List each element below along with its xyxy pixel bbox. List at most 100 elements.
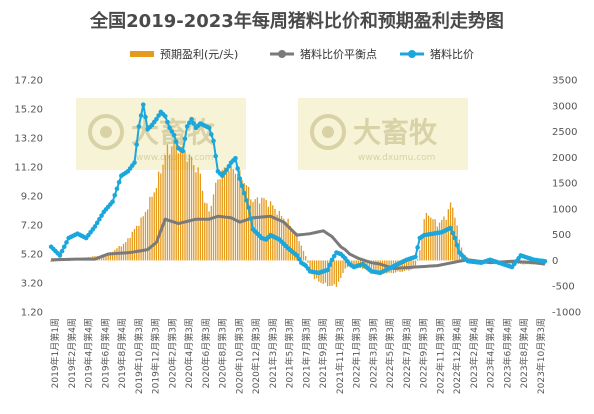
profit-bar [434,219,436,261]
x-tick-label: 2019年12月第3周 [150,318,162,394]
profit-bar [234,173,237,261]
profit-bar [416,259,419,261]
profit-bar [309,260,311,270]
x-tick-label: 2022年11月第3周 [434,318,446,394]
lines-layer [48,102,548,276]
profit-bar [188,154,191,261]
ratio-point [226,163,232,169]
profit-bar [399,260,401,272]
left-axis: 1.20 3.20 5.20 7.20 9.20 11.20 13.20 15.20 17.20 [14,76,43,319]
ratio-point [64,240,69,245]
profit-bar [289,225,291,261]
ratio-point [209,132,214,137]
right-tick-label: 0 [552,256,558,267]
ratio-point [296,256,302,262]
ratio-point [140,102,146,107]
profit-bar [133,228,136,261]
ratio-point [542,258,548,264]
profit-bar [316,260,318,279]
ratio-point [244,198,249,203]
profit-bar [291,228,294,261]
x-tick-label: 2019年1月第1周 [49,318,61,388]
x-tick-label: 2023年8月第4周 [518,318,530,388]
x-tick-label: 2022年5月第3周 [384,318,396,388]
profit-bar [355,260,357,267]
right-tick-label: -1000 [552,308,581,319]
ratio-point [454,243,460,248]
profit-bar [414,260,417,268]
ratio-point [57,253,63,258]
ratio-point [187,120,192,126]
left-tick-label: 15.20 [14,105,43,116]
profit-bar [239,170,241,261]
profit-bar [263,198,265,261]
ratio-point [92,224,98,229]
profit-bar [269,201,272,261]
ratio-point [162,113,168,119]
profit-bar [245,185,248,261]
watermark-logo-dot-icon [322,126,334,138]
profit-bar [311,260,313,275]
ratio-point [241,190,247,196]
x-tick-label: 2021年5月第3周 [284,318,296,388]
profit-bar [195,172,197,261]
right-tick-label: 3000 [552,101,577,112]
ratio-point [452,235,458,241]
watermark-logo-icon [88,114,124,150]
watermark-logo-dot-icon [100,126,112,138]
profit-bar [157,171,160,261]
profit-bar [353,260,355,266]
profit-bar [313,260,316,280]
ratio-point [138,113,144,118]
profit-bar [204,202,206,261]
profit-bar [423,219,425,261]
ratio-point [136,124,142,129]
profit-bar [208,211,210,261]
profit-bar [326,260,329,287]
profit-bar [223,167,226,261]
profit-bar [155,188,158,261]
profit-bar [193,165,195,261]
ratio-point [213,153,218,159]
x-tick-label: 2023年6月第4周 [501,318,513,388]
profit-bar [375,260,377,273]
profit-bar [340,260,342,278]
profit-bar [197,167,199,261]
profit-bar [436,226,439,261]
profit-bar [410,260,412,270]
legend-breakeven-label: 猪料比价平衡点 [300,47,377,61]
profit-bar [136,225,138,261]
left-tick-label: 7.20 [21,221,43,232]
profit-bar [171,146,173,261]
ratio-point [154,116,159,122]
ratio-point [206,125,212,131]
profit-bar [125,242,127,261]
ratio-point [165,119,170,125]
profit-bar [230,163,232,261]
profit-bar [377,260,379,273]
profit-bar [405,260,408,271]
left-tick-label: 3.20 [21,279,43,290]
ratio-point [171,132,177,138]
profit-bar [182,146,184,261]
profit-bar [173,139,175,261]
ratio-point [235,166,240,171]
profit-bar [421,234,423,261]
ratio-point [173,139,179,144]
profit-bar [419,250,421,261]
breakeven-line [51,214,546,270]
ratio-point [413,254,418,260]
ratio-point [327,262,333,268]
profit-bar [265,200,267,261]
right-tick-label: -500 [552,282,575,293]
right-axis: -1000 -500 0 500 1000 1500 2000 2500 3000 3500 [552,76,581,319]
profit-bar [432,219,434,261]
x-axis: 2019年1月第1周 2019年2月第4周 2019年4月第4周 2019年6月第4周… [49,318,547,394]
profit-bar [329,260,331,286]
profit-bar [300,245,302,261]
profit-bar [166,144,169,261]
ratio-point [331,253,337,259]
ratio-point [116,179,122,185]
x-tick-label: 2023年4月第4周 [485,318,497,388]
